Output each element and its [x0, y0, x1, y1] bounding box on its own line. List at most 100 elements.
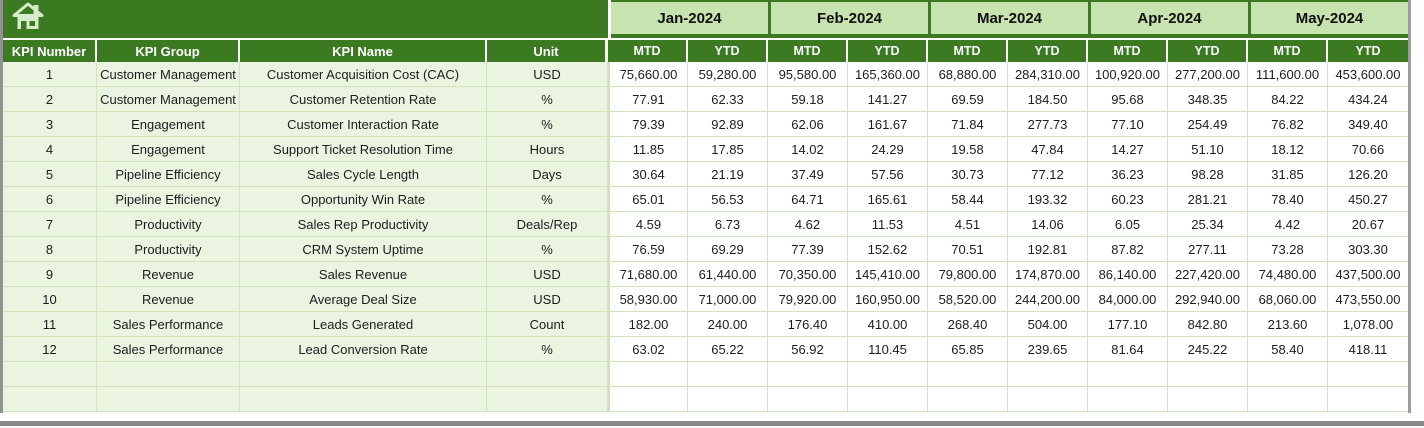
- value-cell[interactable]: 239.65: [1008, 337, 1088, 362]
- value-cell[interactable]: 11.53: [848, 212, 928, 237]
- value-cell[interactable]: 84.22: [1248, 87, 1328, 112]
- value-cell[interactable]: 69.59: [928, 87, 1008, 112]
- kpi-number-cell[interactable]: 1: [3, 62, 97, 87]
- value-cell[interactable]: 37.49: [768, 162, 848, 187]
- value-cell[interactable]: 51.10: [1168, 137, 1248, 162]
- kpi-group-cell[interactable]: Engagement: [97, 137, 240, 162]
- month-header-feb-2024[interactable]: Feb-2024: [771, 2, 928, 34]
- value-cell[interactable]: 24.29: [848, 137, 928, 162]
- kpi-name-cell[interactable]: Sales Rep Productivity: [240, 212, 487, 237]
- value-cell[interactable]: 284,310.00: [1008, 62, 1088, 87]
- kpi-number-cell[interactable]: 5: [3, 162, 97, 187]
- empty-cell[interactable]: [97, 387, 240, 412]
- value-cell[interactable]: 71,000.00: [688, 287, 768, 312]
- value-cell[interactable]: 68,060.00: [1248, 287, 1328, 312]
- value-cell[interactable]: 111,600.00: [1248, 62, 1328, 87]
- value-cell[interactable]: 177.10: [1088, 312, 1168, 337]
- value-cell[interactable]: 161.67: [848, 112, 928, 137]
- value-cell[interactable]: 65.85: [928, 337, 1008, 362]
- value-cell[interactable]: 303.30: [1328, 237, 1408, 262]
- value-cell[interactable]: 4.62: [768, 212, 848, 237]
- unit-cell[interactable]: USD: [487, 262, 608, 287]
- value-cell[interactable]: 69.29: [688, 237, 768, 262]
- value-cell[interactable]: 58,930.00: [608, 287, 688, 312]
- subheader-mtd-may-2024[interactable]: MTD: [1248, 40, 1328, 62]
- value-cell[interactable]: 86,140.00: [1088, 262, 1168, 287]
- value-cell[interactable]: 79.39: [608, 112, 688, 137]
- month-header-mar-2024[interactable]: Mar-2024: [931, 2, 1088, 34]
- value-cell[interactable]: 61,440.00: [688, 262, 768, 287]
- subheader-ytd-feb-2024[interactable]: YTD: [848, 40, 928, 62]
- empty-cell[interactable]: [487, 387, 608, 412]
- empty-cell[interactable]: [240, 387, 487, 412]
- unit-cell[interactable]: %: [487, 237, 608, 262]
- empty-cell[interactable]: [688, 362, 768, 387]
- value-cell[interactable]: 65.22: [688, 337, 768, 362]
- month-header-jan-2024[interactable]: Jan-2024: [611, 2, 768, 34]
- value-cell[interactable]: 70.51: [928, 237, 1008, 262]
- value-cell[interactable]: 20.67: [1328, 212, 1408, 237]
- value-cell[interactable]: 110.45: [848, 337, 928, 362]
- value-cell[interactable]: 47.84: [1008, 137, 1088, 162]
- value-cell[interactable]: 453,600.00: [1328, 62, 1408, 87]
- kpi-name-cell[interactable]: CRM System Uptime: [240, 237, 487, 262]
- home-button[interactable]: [9, 2, 47, 35]
- value-cell[interactable]: 193.32: [1008, 187, 1088, 212]
- kpi-name-cell[interactable]: Customer Retention Rate: [240, 87, 487, 112]
- kpi-name-cell[interactable]: Support Ticket Resolution Time: [240, 137, 487, 162]
- value-cell[interactable]: 84,000.00: [1088, 287, 1168, 312]
- empty-cell[interactable]: [608, 362, 688, 387]
- value-cell[interactable]: 73.28: [1248, 237, 1328, 262]
- kpi-number-cell[interactable]: 8: [3, 237, 97, 262]
- value-cell[interactable]: 277.11: [1168, 237, 1248, 262]
- value-cell[interactable]: 21.19: [688, 162, 768, 187]
- empty-cell[interactable]: [1168, 362, 1248, 387]
- kpi-number-cell[interactable]: 2: [3, 87, 97, 112]
- kpi-number-cell[interactable]: 11: [3, 312, 97, 337]
- value-cell[interactable]: 78.40: [1248, 187, 1328, 212]
- empty-cell[interactable]: [768, 387, 848, 412]
- kpi-name-cell[interactable]: Lead Conversion Rate: [240, 337, 487, 362]
- value-cell[interactable]: 11.85: [608, 137, 688, 162]
- value-cell[interactable]: 57.56: [848, 162, 928, 187]
- subheader-mtd-mar-2024[interactable]: MTD: [928, 40, 1008, 62]
- value-cell[interactable]: 268.40: [928, 312, 1008, 337]
- kpi-number-cell[interactable]: 10: [3, 287, 97, 312]
- value-cell[interactable]: 4.51: [928, 212, 1008, 237]
- value-cell[interactable]: 14.06: [1008, 212, 1088, 237]
- subheader-mtd-feb-2024[interactable]: MTD: [768, 40, 848, 62]
- value-cell[interactable]: 165.61: [848, 187, 928, 212]
- value-cell[interactable]: 17.85: [688, 137, 768, 162]
- value-cell[interactable]: 71.84: [928, 112, 1008, 137]
- value-cell[interactable]: 95,580.00: [768, 62, 848, 87]
- value-cell[interactable]: 19.58: [928, 137, 1008, 162]
- value-cell[interactable]: 62.33: [688, 87, 768, 112]
- kpi-number-cell[interactable]: 6: [3, 187, 97, 212]
- month-header-may-2024[interactable]: May-2024: [1251, 2, 1408, 34]
- value-cell[interactable]: 6.73: [688, 212, 768, 237]
- value-cell[interactable]: 100,920.00: [1088, 62, 1168, 87]
- value-cell[interactable]: 192.81: [1008, 237, 1088, 262]
- empty-cell[interactable]: [768, 362, 848, 387]
- kpi-group-cell[interactable]: Revenue: [97, 262, 240, 287]
- value-cell[interactable]: 98.28: [1168, 162, 1248, 187]
- unit-cell[interactable]: Count: [487, 312, 608, 337]
- kpi-group-cell[interactable]: Productivity: [97, 212, 240, 237]
- kpi-name-cell[interactable]: Customer Interaction Rate: [240, 112, 487, 137]
- value-cell[interactable]: 18.12: [1248, 137, 1328, 162]
- value-cell[interactable]: 277,200.00: [1168, 62, 1248, 87]
- kpi-group-cell[interactable]: Revenue: [97, 287, 240, 312]
- unit-cell[interactable]: Deals/Rep: [487, 212, 608, 237]
- value-cell[interactable]: 14.27: [1088, 137, 1168, 162]
- value-cell[interactable]: 473,550.00: [1328, 287, 1408, 312]
- unit-cell[interactable]: %: [487, 187, 608, 212]
- empty-cell[interactable]: [1088, 387, 1168, 412]
- value-cell[interactable]: 126.20: [1328, 162, 1408, 187]
- value-cell[interactable]: 184.50: [1008, 87, 1088, 112]
- subheader-ytd-jan-2024[interactable]: YTD: [688, 40, 768, 62]
- kpi-number-cell[interactable]: 12: [3, 337, 97, 362]
- empty-cell[interactable]: [1008, 362, 1088, 387]
- empty-cell[interactable]: [928, 362, 1008, 387]
- value-cell[interactable]: 62.06: [768, 112, 848, 137]
- value-cell[interactable]: 65.01: [608, 187, 688, 212]
